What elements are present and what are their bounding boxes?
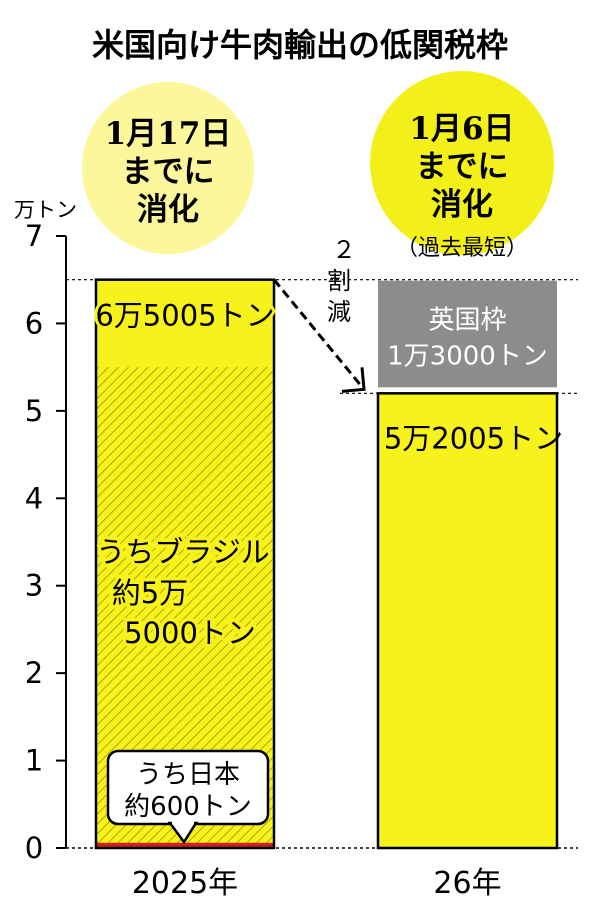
reduction-arrow bbox=[272, 278, 366, 391]
reduction-arrowhead bbox=[341, 367, 366, 393]
japan-callout-line2: 約600トン bbox=[124, 792, 252, 822]
reduction-char2: 減 bbox=[327, 298, 351, 326]
bubble-2026-line2: までに bbox=[416, 149, 509, 185]
uk-quota-label-line2: 1万3000トン bbox=[387, 341, 548, 371]
y-tick-label-1: 1 bbox=[25, 744, 43, 778]
japan-callout-line1: うち日本 bbox=[136, 760, 240, 790]
bubble-2026-note: （過去最短） bbox=[396, 236, 528, 261]
y-tick-label-0: 0 bbox=[25, 831, 43, 865]
x-tick-label-2025: 2025年 bbox=[132, 866, 238, 901]
bubble-2026-circle bbox=[370, 71, 554, 255]
y-tick-label-5: 5 bbox=[25, 394, 43, 428]
bar-2025-japan bbox=[96, 842, 274, 848]
chart-title: 米国向け牛肉輸出の低関税枠 bbox=[92, 26, 508, 64]
bar-2026-label: 5万2005トン bbox=[384, 421, 563, 455]
reduction-char1: 割 bbox=[327, 267, 351, 295]
reduction-number: ２ bbox=[332, 236, 356, 264]
brazil-label-line1: うちブラジル bbox=[96, 535, 269, 569]
bar-2025-outline bbox=[94, 278, 276, 850]
uk-quota-label-line1: 英国枠 bbox=[428, 305, 506, 335]
bubble-2026: 1月6日 までに 消化 （過去最短） bbox=[370, 71, 554, 261]
uk-quota-block bbox=[378, 280, 557, 388]
brazil-label-line3: 5000トン bbox=[124, 616, 256, 650]
brazil-label: うちブラジル 約5万 5000トン bbox=[93, 532, 273, 654]
bubble-2026-line3: 消化 bbox=[431, 187, 493, 223]
y-tick-label-4: 4 bbox=[25, 481, 43, 515]
bubble-2025-line2: までに bbox=[122, 154, 215, 190]
reduction-annotation: ２ 割 減 bbox=[272, 236, 366, 393]
x-tick-label-2026: 26年 bbox=[433, 866, 501, 901]
y-axis-unit: 万トン bbox=[14, 198, 77, 222]
bubble-2025-line1: 1月17日 bbox=[105, 116, 232, 152]
bubble-2026-line1: 1月6日 bbox=[409, 111, 514, 147]
y-tick-label-7: 7 bbox=[25, 219, 43, 253]
bubble-2025-circle bbox=[82, 82, 254, 254]
japan-callout: うち日本 約600トン bbox=[106, 749, 270, 845]
bar-2026 bbox=[376, 392, 559, 850]
brazil-label-line2: 約5万 bbox=[112, 576, 188, 610]
bar-2025-label: 6万5005トン bbox=[95, 299, 274, 333]
bubble-2025: 1月17日 までに 消化 bbox=[82, 82, 254, 254]
y-tick-label-3: 3 bbox=[25, 569, 43, 603]
bubble-2025-line3: 消化 bbox=[137, 192, 199, 228]
y-tick-label-6: 6 bbox=[25, 306, 43, 340]
y-tick-label-2: 2 bbox=[25, 656, 43, 690]
